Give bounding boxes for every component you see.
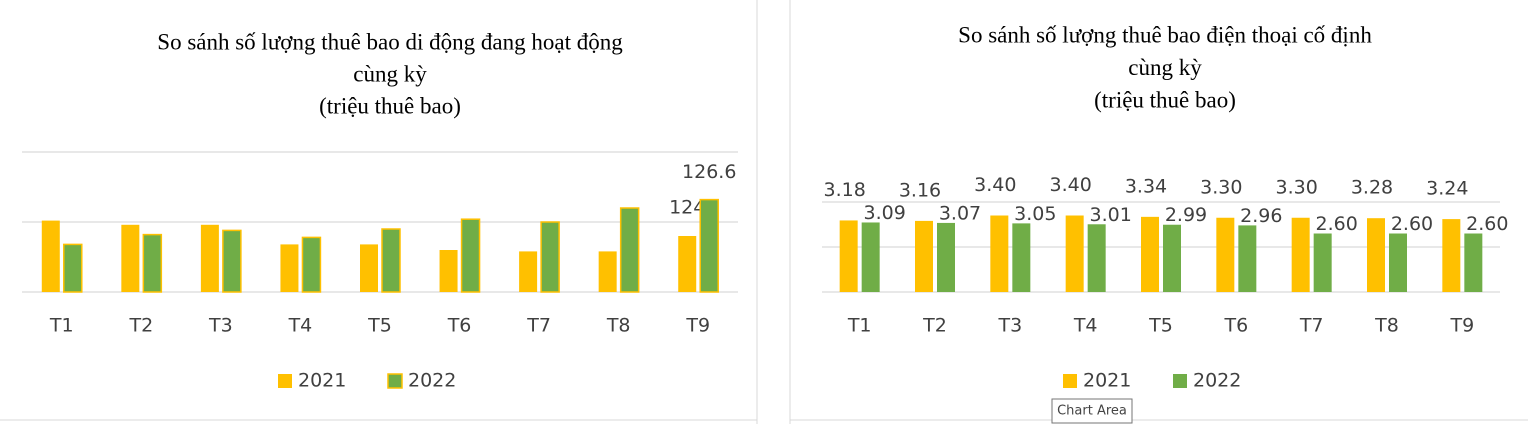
chart-title: (triệu thuê bao) [1094, 87, 1236, 112]
data-label: 3.16 [899, 179, 941, 201]
bar [990, 215, 1009, 292]
data-label: 2.60 [1316, 213, 1358, 235]
chart-title: So sánh số lượng thuê bao điện thoại cố … [958, 22, 1372, 47]
bar [1238, 225, 1257, 292]
x-tick-label: T8 [606, 315, 631, 337]
chart-title: (triệu thuê bao) [319, 93, 461, 118]
x-tick-label: T4 [288, 315, 313, 337]
x-tick-label: T5 [367, 315, 392, 337]
x-tick-label: T3 [208, 315, 233, 337]
bar [360, 244, 378, 292]
x-tick-label: T2 [922, 315, 947, 337]
data-label: 3.40 [974, 174, 1016, 196]
data-label: 3.05 [1014, 203, 1056, 225]
data-label: 2.99 [1165, 204, 1207, 226]
x-tick-label: T8 [1374, 315, 1399, 337]
bar [598, 251, 617, 292]
bar [937, 222, 955, 292]
bar [678, 236, 697, 292]
bar [1163, 224, 1181, 292]
bar [1141, 216, 1159, 292]
bar [1464, 233, 1483, 292]
x-tick-label: T6 [447, 315, 472, 337]
bar [381, 228, 401, 293]
bar [280, 244, 299, 292]
bar [460, 218, 481, 293]
bar [839, 220, 858, 292]
legend-swatch [1173, 374, 1187, 388]
legend-label: 2021 [298, 370, 346, 392]
x-tick-label: T5 [1148, 315, 1173, 337]
bar [519, 251, 538, 292]
x-tick-label: T4 [1073, 315, 1098, 337]
bar [1065, 215, 1084, 292]
data-label: 3.18 [824, 179, 866, 201]
x-tick-label: T3 [997, 315, 1022, 337]
bar [1087, 224, 1106, 292]
legend-swatch [387, 373, 403, 389]
data-label: 3.30 [1200, 176, 1242, 198]
bar [1216, 217, 1235, 292]
x-tick-label: T9 [685, 315, 710, 337]
bar [1389, 233, 1407, 292]
data-label: 3.24 [1426, 178, 1468, 200]
data-label: 2.96 [1240, 205, 1282, 227]
data-label: 3.07 [939, 202, 981, 224]
bar [1442, 219, 1461, 292]
tooltip: Chart Area [1057, 404, 1127, 419]
bar [200, 224, 219, 292]
legend-swatch [278, 374, 292, 388]
x-tick-label: T1 [49, 315, 74, 337]
bar [1291, 217, 1310, 292]
data-label: 3.01 [1090, 204, 1132, 226]
bar [121, 224, 140, 292]
bar [619, 207, 640, 293]
chart-title: cùng kỳ [1128, 55, 1202, 80]
x-tick-label: T9 [1449, 315, 1474, 337]
data-label: 3.34 [1125, 175, 1167, 197]
data-label: 2.60 [1391, 213, 1433, 235]
legend-swatch [1063, 374, 1077, 388]
tooltip-box [1051, 398, 1133, 424]
bar [301, 236, 322, 293]
bar [222, 229, 242, 293]
bar [861, 222, 880, 292]
bar [1313, 233, 1332, 292]
data-label: 3.40 [1050, 174, 1092, 196]
legend-label: 2022 [1193, 370, 1241, 392]
data-label: 3.09 [864, 202, 906, 224]
x-tick-label: T2 [128, 315, 153, 337]
bar [41, 220, 60, 292]
x-tick-label: T7 [1299, 315, 1324, 337]
bar [63, 243, 83, 293]
data-label: 3.30 [1276, 176, 1318, 198]
bar [439, 250, 458, 292]
bar [1367, 218, 1385, 292]
bar [540, 221, 560, 293]
chart-title: So sánh số lượng thuê bao di động đang h… [157, 29, 623, 54]
chart-title: cùng kỳ [353, 61, 427, 86]
x-tick-label: T1 [847, 315, 872, 337]
bar [1012, 223, 1031, 292]
bar [699, 198, 719, 293]
legend-label: 2022 [408, 370, 456, 392]
bar [915, 220, 933, 292]
data-label: 124 [669, 197, 705, 219]
data-label: 2.60 [1466, 213, 1508, 235]
data-label: 3.28 [1351, 177, 1393, 199]
data-label: 126.6 [682, 161, 736, 183]
legend-label: 2021 [1083, 370, 1131, 392]
x-tick-label: T7 [526, 315, 551, 337]
x-tick-label: T6 [1223, 315, 1248, 337]
bar [142, 233, 163, 293]
